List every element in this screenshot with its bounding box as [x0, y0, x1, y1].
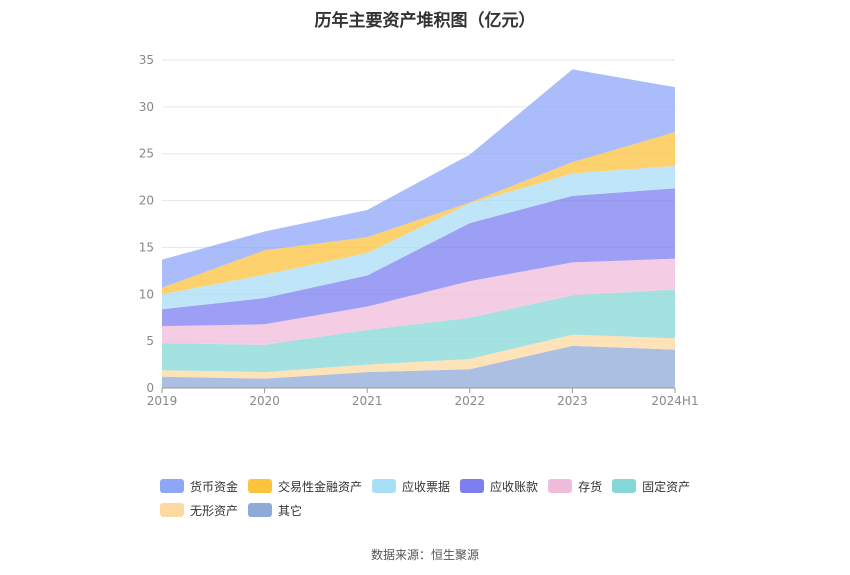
legend-item-accounts-receivable[interactable]: 应收账款: [460, 478, 538, 495]
y-tick-label: 20: [139, 194, 154, 208]
y-tick-label: 30: [139, 100, 154, 114]
legend-swatch-notes-receivable: [372, 479, 397, 493]
data-source-note: 数据来源：恒生聚源: [370, 548, 479, 562]
x-tick-label: 2021: [352, 394, 383, 408]
legend-item-other[interactable]: 其它: [248, 502, 302, 519]
area-series-3[interactable]: [162, 258, 675, 345]
legend-item-cash[interactable]: 货币资金: [160, 478, 238, 495]
y-tick-label: 0: [146, 381, 154, 395]
area-series-1[interactable]: [162, 334, 675, 379]
x-tick-label: 2019: [147, 394, 178, 408]
legend-row-1: 货币资金 交易性金融资产 应收票据 应收账款 存货 固定资产: [160, 474, 720, 498]
legend-label-intangible-assets: 无形资产: [190, 503, 239, 518]
legend-swatch-intangible-assets: [160, 503, 184, 517]
area-series-7[interactable]: [162, 69, 675, 288]
legend-label-notes-receivable: 应收票据: [402, 479, 451, 494]
legend-label-inventory: 存货: [578, 479, 603, 494]
legend-swatch-accounts-receivable: [460, 479, 485, 493]
y-tick-label: 25: [139, 147, 154, 161]
area-series-2[interactable]: [162, 289, 675, 373]
x-tick-label: 2020: [249, 394, 280, 408]
legend-item-intangible-assets[interactable]: 无形资产: [160, 502, 238, 519]
legend-swatch-other: [248, 503, 273, 517]
legend-row-2: 无形资产 其它: [160, 498, 720, 522]
legend-label-fixed-assets: 固定资产: [642, 479, 691, 494]
y-tick-label: 5: [146, 334, 154, 348]
legend-item-inventory[interactable]: 存货: [548, 478, 602, 495]
legend-item-notes-receivable[interactable]: 应收票据: [372, 478, 450, 495]
chart-title: 历年主要资产堆积图（亿元）: [314, 11, 536, 31]
y-tick-label: 15: [139, 240, 154, 254]
legend-label-trading-assets: 交易性金融资产: [278, 479, 363, 494]
legend-swatch-inventory: [548, 479, 573, 493]
legend-label-accounts-receivable: 应收账款: [490, 479, 539, 494]
x-tick-label: 2023: [557, 394, 588, 408]
legend-item-fixed-assets[interactable]: 固定资产: [612, 478, 690, 495]
y-tick-label: 10: [139, 287, 154, 301]
x-tick-label: 2022: [455, 394, 486, 408]
area-series-0[interactable]: [162, 345, 675, 388]
y-tick-label: 35: [139, 53, 154, 67]
legend-label-other: 其它: [278, 503, 303, 518]
legend-label-cash: 货币资金: [190, 479, 239, 494]
legend-swatch-fixed-assets: [612, 479, 637, 493]
area-series-6[interactable]: [162, 132, 675, 295]
x-tick-label: 2024H1: [651, 394, 698, 408]
area-series-4[interactable]: [162, 188, 675, 327]
legend-swatch-trading-assets: [248, 479, 273, 493]
legend-item-trading-assets[interactable]: 交易性金融资产: [248, 478, 362, 495]
area-series-5[interactable]: [162, 165, 675, 310]
legend-swatch-cash: [160, 479, 184, 493]
chart-legend: 货币资金 交易性金融资产 应收票据 应收账款 存货 固定资产 无形资产: [160, 474, 720, 522]
